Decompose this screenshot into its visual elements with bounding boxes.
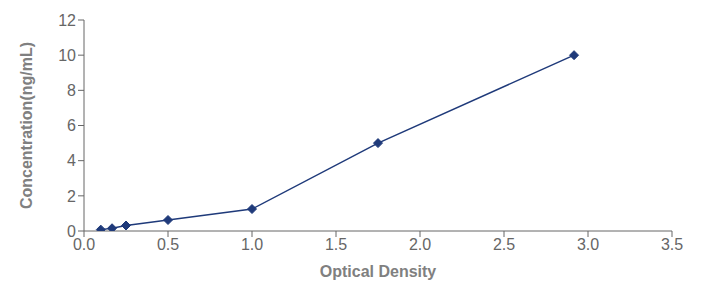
svg-text:Optical Density: Optical Density xyxy=(320,263,437,280)
svg-text:0.5: 0.5 xyxy=(157,236,179,253)
svg-text:0.0: 0.0 xyxy=(73,236,95,253)
svg-text:2.0: 2.0 xyxy=(409,236,431,253)
svg-text:3.0: 3.0 xyxy=(577,236,599,253)
svg-text:2: 2 xyxy=(67,188,76,205)
svg-text:10: 10 xyxy=(58,47,76,64)
svg-text:12: 12 xyxy=(58,12,76,29)
svg-text:4: 4 xyxy=(67,152,76,169)
svg-text:3.5: 3.5 xyxy=(661,236,683,253)
svg-text:Concentration(ng/mL): Concentration(ng/mL) xyxy=(18,42,35,209)
svg-text:8: 8 xyxy=(67,82,76,99)
svg-text:1.5: 1.5 xyxy=(325,236,347,253)
svg-text:6: 6 xyxy=(67,117,76,134)
svg-text:1.0: 1.0 xyxy=(241,236,263,253)
svg-text:2.5: 2.5 xyxy=(493,236,515,253)
svg-text:0: 0 xyxy=(67,223,76,240)
